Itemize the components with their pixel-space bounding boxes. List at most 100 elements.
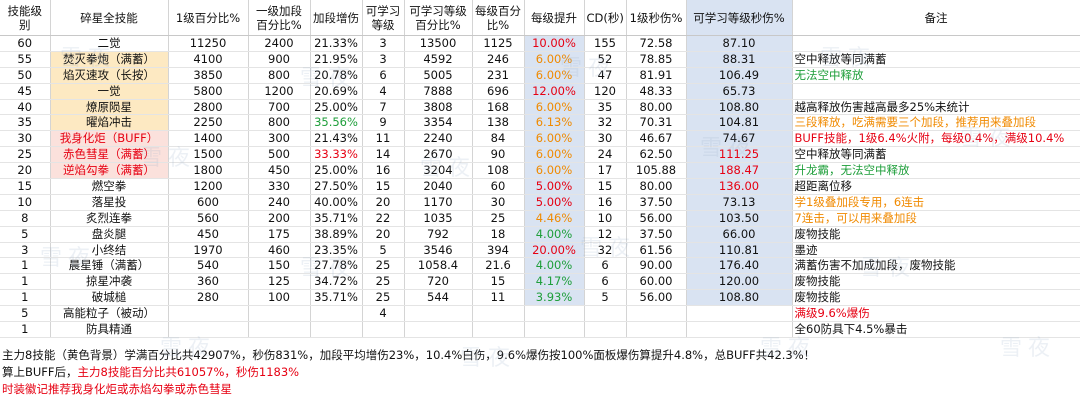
skill-level-cell: 55 <box>0 51 51 68</box>
summary-line-2-highlight: 主力8技能百分比共61057%，秒伤1183% <box>77 365 300 379</box>
per-level-increase-cell: 10.00% <box>524 35 585 52</box>
level1-dps-cell: 37.50 <box>626 226 687 243</box>
learnable-level-cell: 15 <box>362 178 405 195</box>
level1-dps-cell <box>626 321 687 338</box>
learnable-level-dps-cell: 136.00 <box>686 178 793 195</box>
learnable-level-dps-cell: 74.67 <box>686 130 793 148</box>
summary-line-3: 时装徽记推荐我身化炬或赤焰勾拳或赤色彗星 <box>2 382 232 396</box>
learnable-level-cell: 3 <box>362 51 405 68</box>
level1-percent-cell <box>168 305 249 323</box>
level1-percent-cell: 11250 <box>168 35 249 52</box>
cooldown-cell: 30 <box>584 130 627 148</box>
addon-increase-cell <box>310 305 363 323</box>
summary-line-2-prefix: 算上BUFF后， <box>2 365 78 379</box>
cooldown-cell: 16 <box>584 194 627 211</box>
learnable-level-percent-cell: 544 <box>404 289 473 307</box>
per-level-percent-cell: 25 <box>472 210 525 227</box>
header-cooldown: CD(秒) <box>584 0 627 36</box>
addon-increase-cell: 35.71% <box>310 289 363 307</box>
cooldown-cell: 32 <box>584 242 627 259</box>
per-level-increase-cell: 4.46% <box>524 210 585 227</box>
skill-level-cell: 1 <box>0 321 51 338</box>
level1-dps-cell: 61.56 <box>626 242 687 259</box>
level1-percent-cell: 560 <box>168 210 249 227</box>
level1-percent-cell: 3850 <box>168 67 249 84</box>
skill-level-cell: 60 <box>0 35 51 52</box>
skill-name-cell: 炙烈连拳 <box>50 210 169 227</box>
table-row: 10 落星投 600 240 40.00% 20 1170 30 5.00% 16 37.50 73.… <box>0 194 1080 211</box>
level1-addon-percent-cell: 800 <box>248 114 311 132</box>
learnable-level-dps-cell: 108.80 <box>686 289 793 307</box>
header-learnable-level-percent: 可学习等级百分比% <box>404 0 473 36</box>
skill-level-cell: 1 <box>0 257 51 275</box>
learnable-level-percent-cell: 5005 <box>404 67 473 84</box>
per-level-percent-cell: 108 <box>472 162 525 180</box>
per-level-percent-cell: 696 <box>472 83 525 100</box>
header-row: 技能级别 碎星全技能 1级百分比% 一级加段百分比% 加段增伤 可学习等级 可学习等级百分比… <box>0 0 1080 36</box>
remark-cell: 7连击，可以用来叠加段 <box>792 210 1080 227</box>
skill-name-cell: 晨星锤（满蓄） <box>50 257 169 275</box>
skill-name-cell: 焰灭速攻（长按） <box>50 67 169 84</box>
level1-dps-cell: 72.58 <box>626 35 687 52</box>
skill-level-cell: 25 <box>0 146 51 164</box>
cooldown-cell: 155 <box>584 35 627 52</box>
level1-dps-cell <box>626 305 687 323</box>
addon-increase-cell: 38.89% <box>310 226 363 243</box>
per-level-increase-cell: 3.93% <box>524 289 585 307</box>
table-row: 40 燎原陨星 2800 700 25.00% 7 3808 168 6.00% 35 80.00 1… <box>0 99 1080 116</box>
level1-addon-percent-cell: 460 <box>248 242 311 259</box>
header-skill-level: 技能级别 <box>0 0 51 36</box>
addon-increase-cell: 25.00% <box>310 162 363 180</box>
skill-name-cell: 逆焰勾拳（满蓄） <box>50 162 169 180</box>
level1-percent-cell: 360 <box>168 273 249 291</box>
per-level-percent-cell: 168 <box>472 99 525 116</box>
skill-level-cell: 5 <box>0 226 51 243</box>
level1-dps-cell: 48.33 <box>626 83 687 100</box>
skill-level-cell: 40 <box>0 99 51 116</box>
remark-cell: 废物技能 <box>792 289 1080 307</box>
per-level-increase-cell: 5.00% <box>524 178 585 195</box>
cooldown-cell: 15 <box>584 178 627 195</box>
learnable-level-percent-cell: 13500 <box>404 35 473 52</box>
cooldown-cell: 12 <box>584 226 627 243</box>
level1-percent-cell: 5800 <box>168 83 249 100</box>
per-level-percent-cell: 60 <box>472 178 525 195</box>
level1-dps-cell: 81.91 <box>626 67 687 84</box>
remark-cell: 废物技能 <box>792 226 1080 243</box>
level1-percent-cell <box>168 321 249 338</box>
skill-level-cell: 50 <box>0 67 51 84</box>
cooldown-cell: 120 <box>584 83 627 100</box>
level1-dps-cell: 56.00 <box>626 289 687 307</box>
level1-addon-percent-cell: 100 <box>248 289 311 307</box>
learnable-level-dps-cell: 106.49 <box>686 67 793 84</box>
skill-name-cell: 燎原陨星 <box>50 99 169 116</box>
per-level-increase-cell <box>524 321 585 338</box>
level1-addon-percent-cell: 150 <box>248 257 311 275</box>
level1-dps-cell: 46.67 <box>626 130 687 148</box>
level1-percent-cell: 600 <box>168 194 249 211</box>
level1-percent-cell: 1500 <box>168 146 249 164</box>
learnable-level-percent-cell: 2040 <box>404 178 473 195</box>
learnable-level-percent-cell: 1170 <box>404 194 473 211</box>
table-row: 5 盘炎腿 450 175 38.89% 20 792 18 4.00% 12 37.50 66.00… <box>0 226 1080 243</box>
skill-name-cell: 一觉 <box>50 83 169 100</box>
table-row: 50 焰灭速攻（长按） 3850 800 20.78% 6 5005 231 6.00% 47 81… <box>0 67 1080 84</box>
header-level1-percent: 1级百分比% <box>168 0 249 36</box>
addon-increase-cell: 23.35% <box>310 242 363 259</box>
skill-name-cell: 焚灭拳炮（满蓄） <box>50 51 169 68</box>
per-level-increase-cell: 4.00% <box>524 257 585 275</box>
table-row: 20 逆焰勾拳（满蓄） 1800 450 25.00% 16 3204 108 6.00% 17 1… <box>0 162 1080 180</box>
learnable-level-percent-cell: 7888 <box>404 83 473 100</box>
learnable-level-cell: 16 <box>362 162 405 180</box>
per-level-increase-cell: 4.17% <box>524 273 585 291</box>
header-level1-addon-percent: 一级加段百分比% <box>248 0 311 36</box>
per-level-percent-cell: 84 <box>472 130 525 148</box>
remark-cell: 满蓄伤害不加成加段，废物技能 <box>792 257 1080 275</box>
skill-name-cell: 赤色彗星（满蓄） <box>50 146 169 164</box>
level1-addon-percent-cell: 500 <box>248 146 311 164</box>
skill-name-cell: 小终结 <box>50 242 169 259</box>
remark-cell: 空中释放等同满蓄 <box>792 51 1080 68</box>
per-level-increase-cell <box>524 305 585 323</box>
level1-addon-percent-cell: 175 <box>248 226 311 243</box>
per-level-increase-cell: 6.00% <box>524 130 585 148</box>
